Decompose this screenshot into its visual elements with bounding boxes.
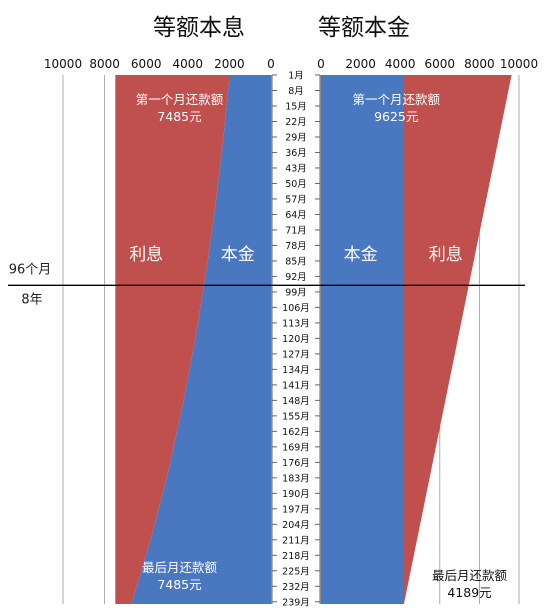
left-interest-area [115, 75, 230, 604]
month-tick-label: 183月 [282, 473, 310, 484]
month-tick-label: 78月 [285, 241, 307, 252]
left-x-tick-label: 0 [267, 57, 275, 71]
right-first-month-label: 第一个月还款额 [352, 92, 440, 107]
right-last-month-label: 最后月还款额 [432, 568, 508, 583]
month-tick-label: 120月 [282, 334, 310, 345]
month-tick-label: 197月 [282, 504, 310, 515]
left-principal-area [131, 75, 271, 604]
month-tick-label: 155月 [282, 411, 310, 422]
right-x-tick-label: 6000 [425, 57, 456, 71]
month-tick-label: 15月 [285, 101, 307, 112]
right-x-tick-label: 8000 [464, 57, 495, 71]
right-principal-label: 本金 [344, 245, 378, 265]
month-tick-label: 148月 [282, 396, 310, 407]
left-chart-title: 等额本息 [153, 15, 245, 41]
month-tick-label: 1月 [288, 71, 304, 82]
right-x-tick-label: 4000 [385, 57, 416, 71]
month-tick-label: 92月 [285, 272, 307, 283]
month-tick-label: 71月 [285, 225, 307, 236]
month-tick-label: 8月 [288, 86, 304, 97]
left-x-tick-label: 8000 [89, 57, 120, 71]
month-axis [271, 74, 321, 604]
month-tick-label: 99月 [285, 287, 307, 298]
month-tick-label: 190月 [282, 489, 310, 500]
month-tick-label: 29月 [285, 132, 307, 143]
left-x-tick-label: 6000 [131, 57, 162, 71]
left-last-month-value: 7485元 [157, 577, 201, 592]
left-last-month-label: 最后月还款额 [142, 560, 218, 575]
right-x-tick-label: 2000 [345, 57, 376, 71]
month-tick-label: 211月 [282, 535, 310, 546]
right-interest-area [403, 75, 512, 604]
month-tick-label: 134月 [282, 365, 310, 376]
month-tick-label: 113月 [282, 318, 310, 329]
month-tick-label: 176月 [282, 458, 310, 469]
month-tick-label: 232月 [282, 582, 310, 593]
divider-years-label: 8年 [21, 292, 42, 307]
right-first-month-value: 9625元 [374, 109, 418, 124]
month-tick-label: 239月 [282, 597, 310, 608]
month-tick-label: 225月 [282, 566, 310, 577]
month-tick-label: 64月 [285, 210, 307, 221]
right-x-tick-label: 10000 [500, 57, 538, 71]
left-x-tick-label: 4000 [173, 57, 204, 71]
right-last-month-value: 4189元 [447, 585, 491, 600]
left-first-month-value: 7485元 [157, 109, 201, 124]
left-interest-label: 利息 [129, 245, 163, 265]
month-tick-label: 57月 [285, 194, 307, 205]
month-tick-label: 204月 [282, 520, 310, 531]
month-tick-label: 36月 [285, 148, 307, 159]
month-tick-label: 169月 [282, 442, 310, 453]
month-tick-label: 218月 [282, 551, 310, 562]
month-tick-label: 85月 [285, 256, 307, 267]
left-principal-label: 本金 [221, 245, 255, 265]
divider-months-label: 96个月 [9, 262, 52, 277]
right-x-tick-label: 0 [317, 57, 325, 71]
right-principal-area [321, 75, 404, 604]
month-tick-label: 162月 [282, 427, 310, 438]
month-tick-label: 22月 [285, 117, 307, 128]
left-x-tick-label: 10000 [44, 57, 82, 71]
left-first-month-label: 第一个月还款额 [136, 92, 224, 107]
month-tick-label: 43月 [285, 163, 307, 174]
month-tick-label: 106月 [282, 303, 310, 314]
month-tick-label: 50月 [285, 179, 307, 190]
month-tick-label: 127月 [282, 349, 310, 360]
right-interest-label: 利息 [429, 245, 463, 265]
month-tick-label: 141月 [282, 380, 310, 391]
left-x-tick-label: 2000 [214, 57, 245, 71]
right-chart-title: 等额本金 [318, 15, 410, 41]
